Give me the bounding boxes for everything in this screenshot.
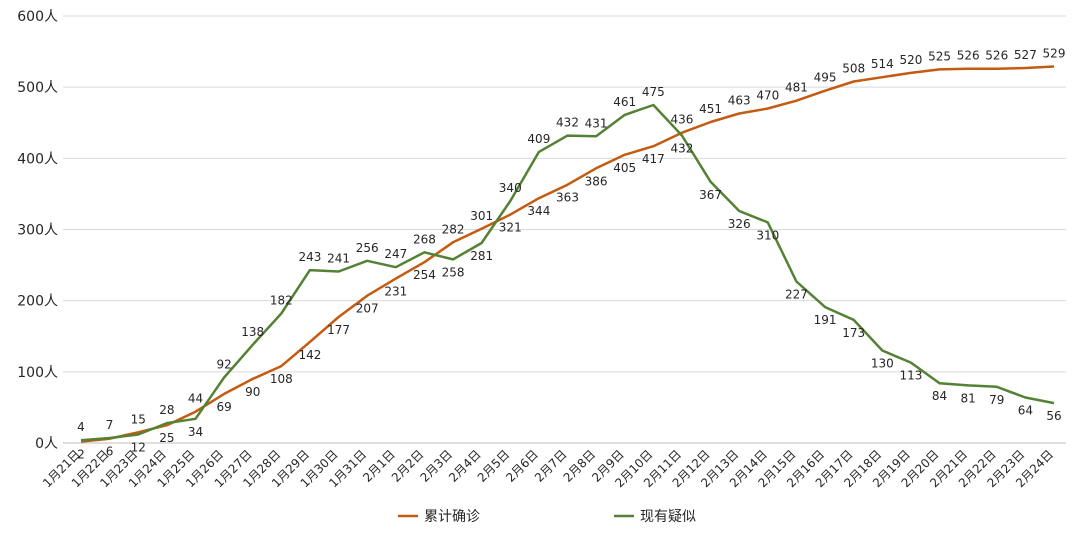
data-label-confirmed: 405: [613, 161, 636, 175]
data-label-suspected: 138: [241, 325, 264, 339]
data-label-suspected: 258: [442, 265, 465, 279]
y-tick-label: 200人: [17, 294, 58, 310]
series-line-confirmed: [80, 65, 1055, 443]
data-label-confirmed: 527: [1014, 48, 1037, 62]
data-label-suspected: 241: [327, 251, 350, 265]
data-label-suspected: 432: [671, 142, 694, 156]
data-label-confirmed: 25: [159, 431, 174, 445]
data-label-confirmed: 463: [728, 93, 751, 107]
data-label-suspected: 7: [106, 418, 114, 432]
data-label-suspected: 79: [989, 393, 1004, 407]
data-label-suspected: 281: [470, 249, 493, 263]
data-label-confirmed: 525: [928, 49, 951, 63]
data-label-suspected: 64: [1018, 403, 1033, 417]
data-label-suspected: 409: [527, 132, 550, 146]
x-axis-tick-labels: 1月21日1月22日1月23日1月24日1月25日1月26日1月27日1月28日…: [40, 447, 1056, 490]
data-label-confirmed: 177: [327, 323, 350, 337]
data-label-confirmed: 529: [1043, 47, 1066, 61]
data-label-suspected: 113: [899, 369, 922, 383]
data-label-suspected: 432: [556, 116, 579, 130]
data-label-confirmed: 282: [442, 222, 465, 236]
data-label-suspected: 191: [814, 313, 837, 327]
data-label-confirmed: 69: [216, 400, 231, 414]
data-label-confirmed: 142: [298, 348, 321, 362]
data-label-suspected: 81: [961, 391, 976, 405]
y-tick-label: 0人: [35, 436, 58, 452]
data-label-confirmed: 417: [642, 152, 665, 166]
data-label-confirmed: 344: [527, 204, 550, 218]
data-label-confirmed: 481: [785, 81, 808, 95]
data-label-suspected: 243: [298, 250, 321, 264]
data-label-suspected: 326: [728, 217, 751, 231]
data-label-confirmed: 436: [671, 113, 694, 127]
data-label-suspected: 310: [756, 228, 779, 242]
data-label-suspected: 227: [785, 287, 808, 301]
data-label-confirmed: 470: [756, 89, 779, 103]
data-label-suspected: 130: [871, 356, 894, 370]
data-label-confirmed: 526: [957, 49, 980, 63]
data-label-suspected: 340: [499, 181, 522, 195]
data-label-confirmed: 451: [699, 102, 722, 116]
data-label-suspected: 56: [1046, 409, 1061, 423]
data-label-suspected: 247: [384, 247, 407, 261]
data-label-confirmed: 90: [245, 385, 260, 399]
y-tick-label: 400人: [17, 151, 58, 167]
data-label-suspected: 28: [159, 403, 174, 417]
data-label-suspected: 461: [613, 95, 636, 109]
data-label-confirmed: 495: [814, 71, 837, 85]
data-label-confirmed: 386: [585, 174, 608, 188]
legend: 累计确诊 现有疑似: [398, 509, 696, 525]
data-label-confirmed: 514: [871, 57, 894, 71]
data-label-confirmed: 2: [77, 448, 85, 462]
data-label-confirmed: 207: [356, 302, 379, 316]
data-label-suspected: 256: [356, 241, 379, 255]
data-label-suspected: 173: [842, 326, 865, 340]
data-label-confirmed: 508: [842, 61, 865, 75]
data-label-confirmed: 15: [131, 412, 146, 426]
data-label-suspected: 268: [413, 232, 436, 246]
data-label-confirmed: 231: [384, 285, 407, 299]
data-label-suspected: 431: [585, 116, 608, 130]
data-label-confirmed: 108: [270, 372, 293, 386]
data-label-confirmed: 321: [499, 221, 522, 235]
data-labels: 2 4 6 7 15 12 25 28 44 34 69 92 90 138 108 182 142 243 177…: [77, 47, 1065, 462]
data-label-suspected: 12: [131, 440, 146, 454]
data-label-suspected: 84: [932, 389, 947, 403]
data-label-suspected: 367: [699, 188, 722, 202]
y-tick-label: 500人: [17, 80, 58, 96]
data-label-confirmed: 301: [470, 209, 493, 223]
legend-label-confirmed: 累计确诊: [424, 509, 480, 525]
data-label-confirmed: 520: [899, 53, 922, 67]
data-label-confirmed: 6: [106, 445, 114, 459]
data-label-suspected: 4: [77, 420, 85, 434]
series-line-suspected: [80, 103, 1055, 442]
data-label-suspected: 475: [642, 85, 665, 99]
data-label-confirmed: 526: [985, 49, 1008, 63]
y-tick-label: 300人: [17, 223, 58, 239]
data-label-suspected: 182: [270, 293, 293, 307]
y-tick-label: 100人: [17, 365, 58, 381]
legend-label-suspected: 现有疑似: [640, 509, 696, 525]
data-label-suspected: 34: [188, 425, 203, 439]
data-label-confirmed: 44: [188, 392, 203, 406]
data-label-confirmed: 254: [413, 268, 436, 282]
data-label-suspected: 92: [216, 358, 231, 372]
y-tick-label: 600人: [17, 9, 58, 25]
series-lines: [80, 65, 1055, 443]
data-label-confirmed: 363: [556, 191, 579, 205]
y-axis-tick-labels: 0人 100人 200人 300人 400人 500人 600人: [17, 9, 58, 452]
